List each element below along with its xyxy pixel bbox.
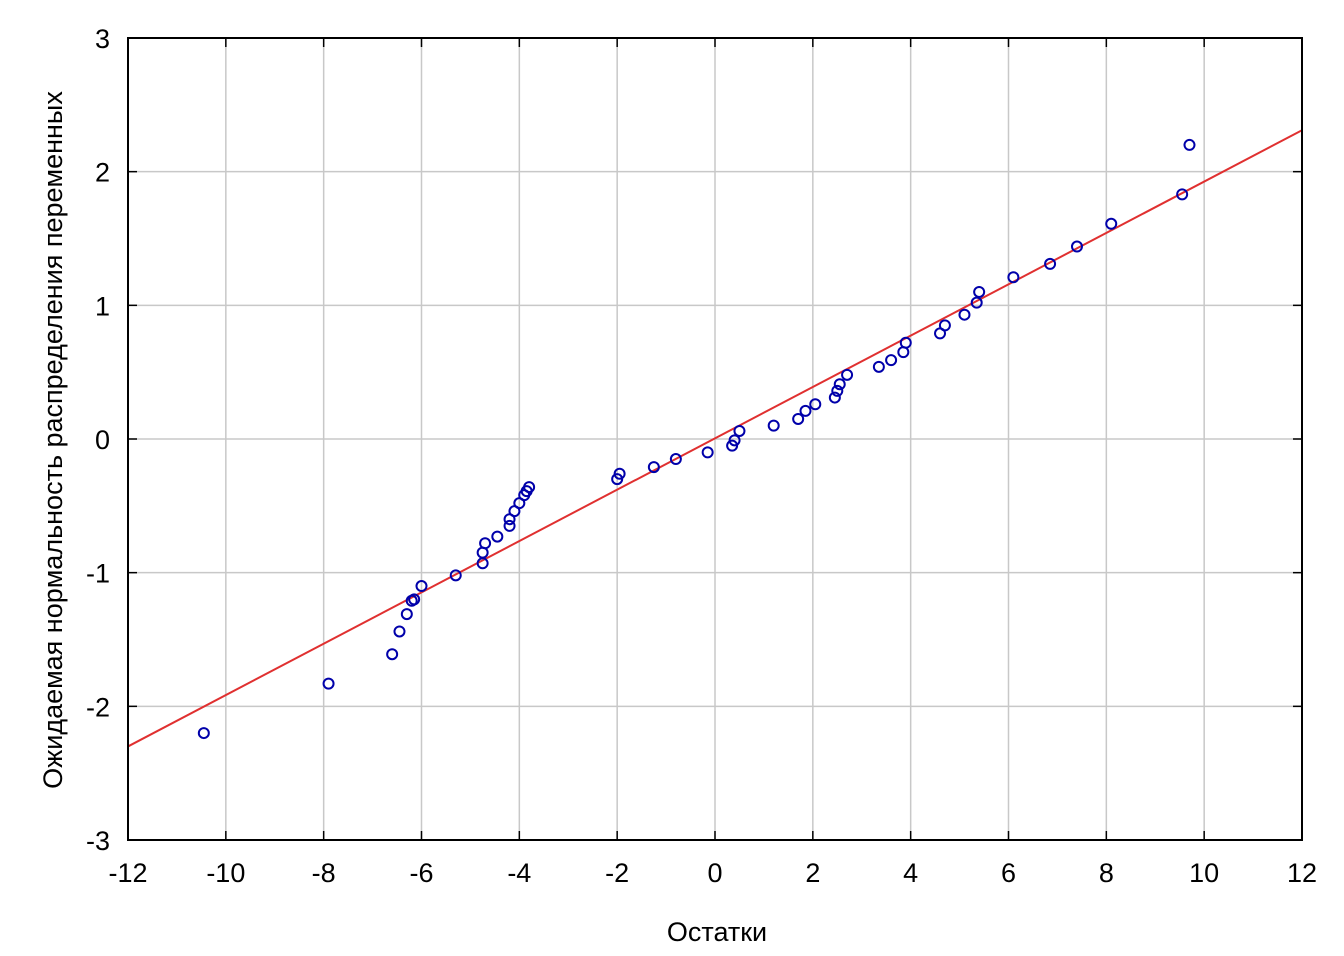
data-point [1007,271,1020,284]
data-point [647,461,660,474]
x-tick-label: -2 [605,858,629,888]
data-point [733,424,746,437]
data-point [841,368,854,381]
data-point [792,412,805,425]
x-tick-label: 2 [805,858,820,888]
data-point [393,625,406,638]
x-tick-label: -12 [108,858,147,888]
data-point [970,296,983,309]
y-tick-label: 1 [95,291,110,321]
y-tick-labels: -3 -2 -1 0 1 2 3 [86,24,110,856]
data-point [479,537,492,550]
data-point [809,398,822,411]
data-point [415,580,428,593]
trend-line [127,129,1303,748]
x-tick-label: -10 [206,858,245,888]
y-tick-label: 0 [95,425,110,455]
x-tick-label: 12 [1287,858,1317,888]
y-axis-title: Ожидаемая нормальность распределения пер… [38,91,68,789]
data-points [197,138,1196,740]
x-tick-label: 6 [1001,858,1016,888]
y-tick-label: -3 [86,826,110,856]
y-tick-label: -2 [86,692,110,722]
y-tick-label: 2 [95,158,110,188]
data-point [833,378,846,391]
data-point [899,336,912,349]
data-point [491,530,504,543]
data-point [523,481,536,494]
data-point [669,453,682,466]
x-tick-label: 0 [707,858,722,888]
y-tick-label: -1 [86,559,110,589]
data-point [197,727,210,740]
trend-line-layer [127,129,1303,748]
data-point [503,519,516,532]
plot-border [127,37,1303,841]
data-point [1070,240,1083,253]
x-tick-label: 10 [1189,858,1219,888]
data-point [938,319,951,332]
data-point [701,446,714,459]
plot-frame [127,37,1303,841]
data-point [449,569,462,582]
data-point [973,285,986,298]
x-tick-label: 4 [903,858,918,888]
data-point [958,308,971,321]
x-tick-label: 8 [1099,858,1114,888]
data-point [885,354,898,367]
data-point [400,608,413,621]
data-point [767,419,780,432]
data-point [799,404,812,417]
data-point [1044,257,1057,270]
data-point [322,677,335,690]
data-point [1176,188,1189,201]
data-point [728,434,741,447]
data-point [1105,217,1118,230]
data-point [872,360,885,373]
x-axis-title: Остатки [667,917,767,947]
data-point [613,467,626,480]
data-point [831,384,844,397]
x-tick-label: -4 [507,858,531,888]
y-tick-label: 3 [95,24,110,54]
data-point [1183,138,1196,151]
x-tick-label: -6 [409,858,433,888]
data-point [828,391,841,404]
x-tick-label: -8 [312,858,336,888]
x-tick-labels: -12 -10 -8 -6 -4 -2 0 2 4 6 8 10 12 [108,858,1317,888]
data-point [408,593,421,606]
data-point [386,648,399,661]
